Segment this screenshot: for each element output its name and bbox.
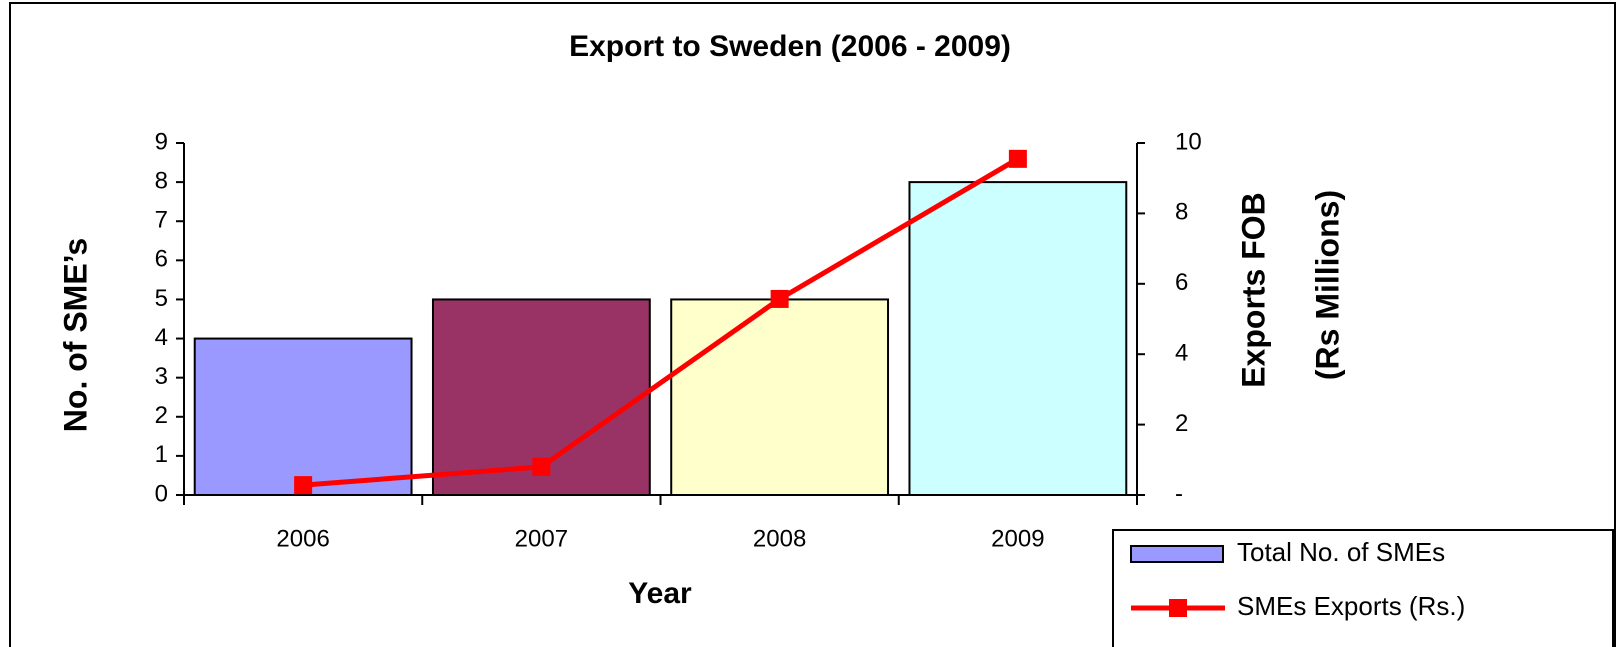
x-axis-label: Year: [628, 577, 692, 610]
y-tick-label: 8: [155, 167, 168, 194]
legend-label: Total No. of SMEs: [1237, 537, 1445, 567]
y2-axis-label: (Rs Millions): [1309, 190, 1345, 380]
y2-tick-label: -: [1175, 480, 1183, 507]
y-tick-label: 7: [155, 207, 168, 234]
line-marker: [294, 476, 313, 495]
y-tick-label: 4: [155, 324, 168, 351]
legend-swatch: [1169, 599, 1187, 617]
x-tick-label: 2009: [991, 525, 1044, 552]
bar: [193, 337, 413, 496]
bar: [908, 181, 1128, 496]
y-tick-label: 6: [155, 246, 168, 273]
x-tick-label: 2008: [753, 525, 806, 552]
line-marker: [1008, 149, 1027, 168]
y2-axis-label: Exports FOB: [1235, 192, 1271, 388]
y2-tick-label: 8: [1175, 199, 1188, 226]
x-tick-label: 2006: [276, 525, 329, 552]
y-axis-label: No. of SME’s: [57, 238, 93, 432]
legend-swatch: [1130, 545, 1224, 563]
line: [302, 156, 1020, 488]
y2-tick-label: 2: [1175, 410, 1188, 437]
bar: [670, 298, 890, 497]
chart-title: Export to Sweden (2006 - 2009): [569, 30, 1011, 63]
y-tick-label: 2: [155, 402, 168, 429]
legend-label: SMEs Exports (Rs.): [1237, 591, 1465, 621]
y-tick-label: 1: [155, 441, 168, 468]
x-tick-label: 2007: [515, 525, 568, 552]
y-tick-label: 5: [155, 285, 168, 312]
line-marker: [532, 457, 551, 476]
y-tick-label: 9: [155, 128, 168, 155]
y2-tick-label: 4: [1175, 340, 1188, 367]
y-tick-label: 3: [155, 363, 168, 390]
line-marker: [770, 289, 789, 308]
y2-tick-label: 10: [1175, 128, 1202, 155]
y-tick-label: 0: [155, 480, 168, 507]
y2-tick-label: 6: [1175, 269, 1188, 296]
